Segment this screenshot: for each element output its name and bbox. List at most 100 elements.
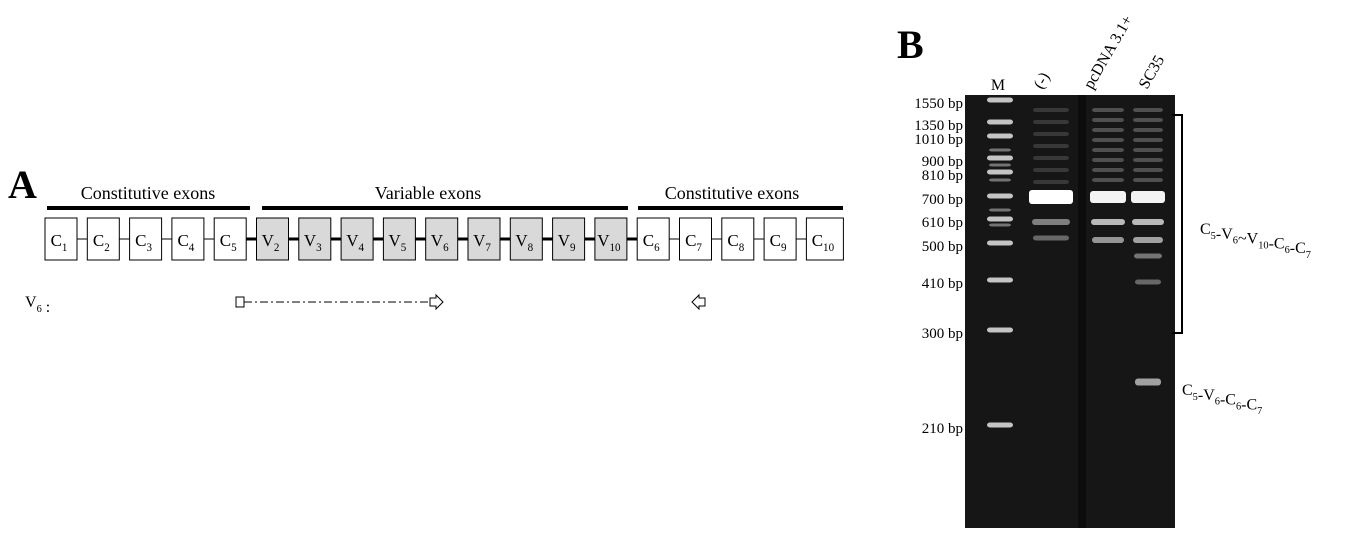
text-main: C xyxy=(770,231,781,250)
text-main: : xyxy=(42,299,50,316)
lane-label: SC35 xyxy=(1136,53,1169,92)
marker-label: 610 bp xyxy=(922,215,963,231)
text-main: -V xyxy=(1198,387,1215,404)
band xyxy=(1092,118,1124,122)
text-main: C xyxy=(685,231,696,250)
band xyxy=(1029,190,1073,204)
band xyxy=(987,170,1013,175)
subscript: 5 xyxy=(231,242,237,254)
subscript: 1 xyxy=(62,242,68,254)
band xyxy=(1092,128,1124,132)
band xyxy=(987,120,1013,125)
band xyxy=(989,209,1011,212)
subscript: 7 xyxy=(1306,250,1311,261)
band xyxy=(1033,108,1069,112)
band xyxy=(1033,236,1069,241)
subscript: 8 xyxy=(739,242,745,254)
subscript: 3 xyxy=(316,242,322,254)
band xyxy=(1134,254,1162,259)
band xyxy=(1032,219,1070,225)
band xyxy=(1132,219,1164,225)
text-main: V xyxy=(431,231,444,250)
subscript: 4 xyxy=(358,242,364,254)
band xyxy=(1133,178,1163,182)
text-main: C xyxy=(727,231,738,250)
band xyxy=(1090,191,1126,203)
band xyxy=(987,328,1013,333)
band xyxy=(987,156,1013,161)
text-main: V xyxy=(262,231,275,250)
lane-label: M xyxy=(991,77,1005,94)
marker-label: 1010 bp xyxy=(914,132,963,148)
header: Variable exons xyxy=(375,183,481,203)
subscript: 10 xyxy=(610,242,622,254)
text-main: C xyxy=(177,231,188,250)
text-main: V xyxy=(388,231,401,250)
text-main: C xyxy=(1182,382,1193,399)
subscript: 6 xyxy=(654,242,660,254)
text-main: V xyxy=(515,231,528,250)
text-main: C xyxy=(135,231,146,250)
band xyxy=(1135,379,1161,386)
band xyxy=(1092,158,1124,162)
text-main: C xyxy=(1200,221,1211,238)
text-main: ~V xyxy=(1238,231,1259,248)
marker-label: 300 bp xyxy=(922,326,963,342)
panel-label: A xyxy=(8,162,37,207)
band xyxy=(1092,148,1124,152)
header: Constitutive exons xyxy=(665,183,800,203)
marker-label: 500 bp xyxy=(922,239,963,255)
subscript: 2 xyxy=(274,242,280,254)
text-main: -C xyxy=(1290,240,1306,257)
lane-label: (-) xyxy=(1031,70,1054,92)
band xyxy=(989,164,1011,167)
band xyxy=(1135,280,1161,285)
subscript: 10 xyxy=(823,242,835,254)
marker-label: 810 bp xyxy=(922,168,963,184)
subscript: 6 xyxy=(443,242,449,254)
marker-label: 210 bp xyxy=(922,421,963,437)
text-main: C xyxy=(93,231,104,250)
band xyxy=(1133,108,1163,112)
band xyxy=(1033,144,1069,148)
band xyxy=(1092,108,1124,112)
header: Constitutive exons xyxy=(81,183,216,203)
band xyxy=(987,134,1013,139)
band xyxy=(987,278,1013,283)
product-label: C5-V6-C6-C7 xyxy=(1182,382,1262,417)
subscript: 7 xyxy=(485,242,491,254)
band xyxy=(1033,132,1069,136)
subscript: 3 xyxy=(147,242,153,254)
figure: A Constitutive exons Variable exons Constit… xyxy=(0,0,1350,528)
text-main: V xyxy=(304,231,317,250)
band xyxy=(987,241,1013,246)
band xyxy=(1033,120,1069,124)
text-main: V xyxy=(558,231,571,250)
product-label: C5-V6~V10-C6-C7 xyxy=(1200,221,1311,261)
band xyxy=(1033,156,1069,160)
band xyxy=(1092,168,1124,172)
band xyxy=(1133,118,1163,122)
band xyxy=(987,194,1013,199)
band xyxy=(1092,138,1124,142)
band xyxy=(989,179,1011,182)
band xyxy=(1133,148,1163,152)
lane-label: pcDNA 3.1+ xyxy=(1081,13,1137,92)
band xyxy=(987,423,1013,428)
band xyxy=(1133,128,1163,132)
text-main: V xyxy=(473,231,486,250)
band xyxy=(1131,191,1165,203)
band xyxy=(1092,237,1124,243)
primer-forward xyxy=(236,295,443,309)
text-main: -V xyxy=(1216,226,1233,243)
text-main: -C xyxy=(1220,392,1236,409)
band xyxy=(1133,138,1163,142)
gel-seam xyxy=(1078,95,1086,528)
text-main: -C xyxy=(1241,396,1257,413)
band xyxy=(989,224,1011,227)
subscript: 9 xyxy=(781,242,787,254)
band xyxy=(1133,158,1163,162)
band xyxy=(1091,219,1125,225)
band xyxy=(987,217,1013,222)
text-main: -C xyxy=(1269,235,1285,252)
